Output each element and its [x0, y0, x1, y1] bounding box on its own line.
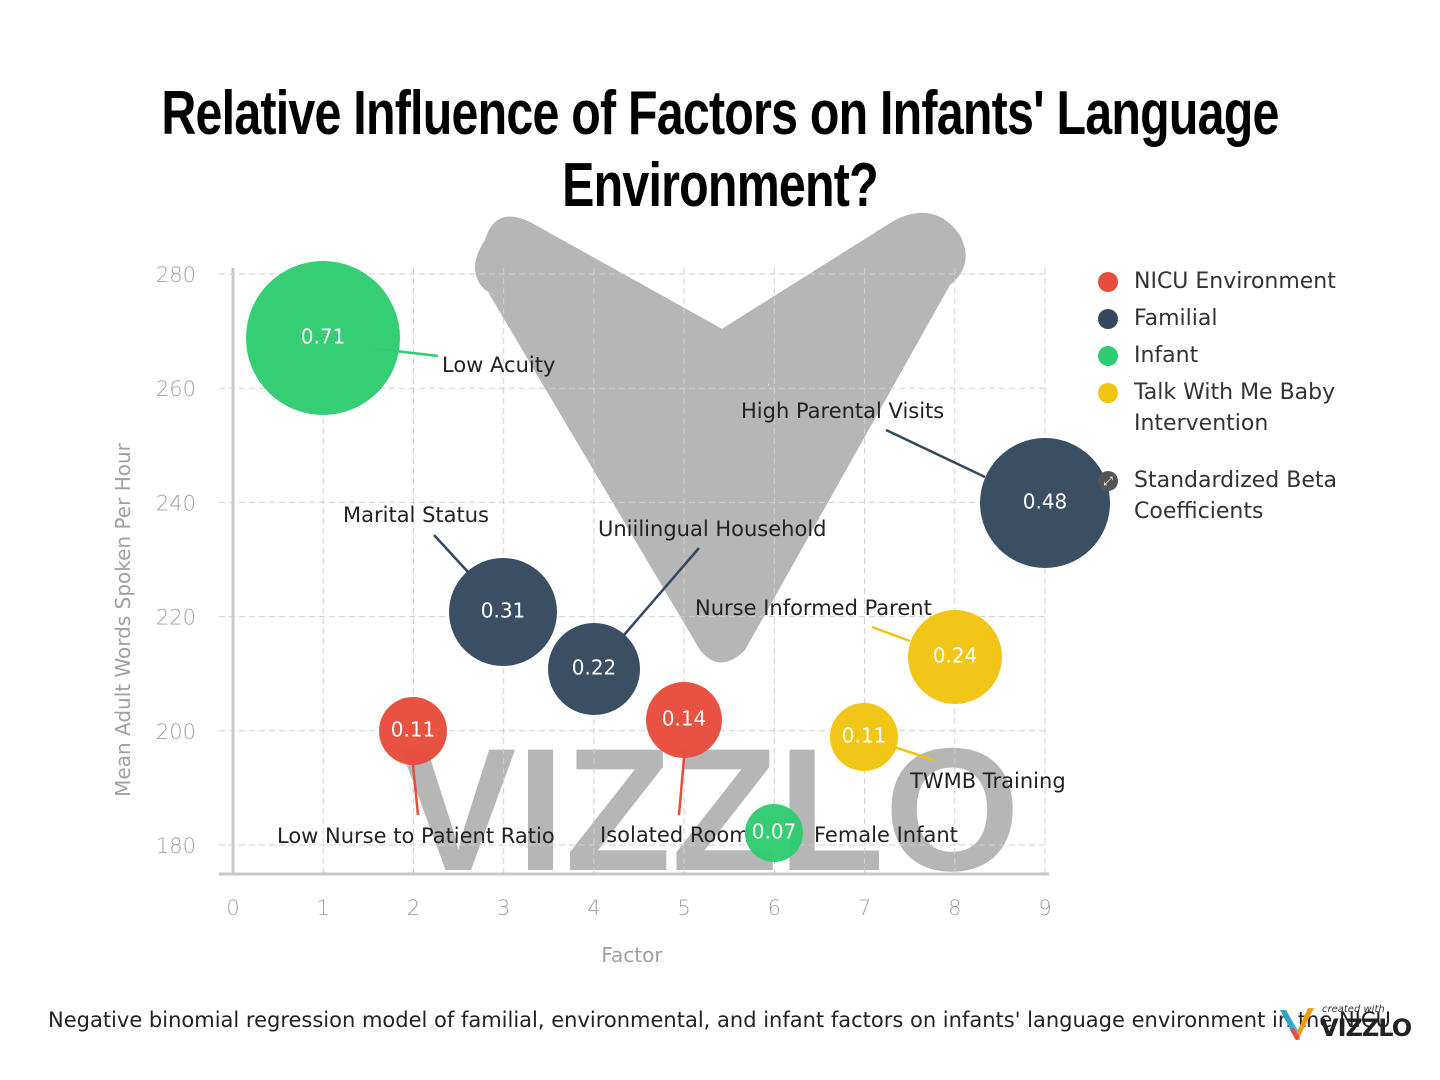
callout-line — [871, 625, 911, 643]
bubble-value: 0.31 — [481, 599, 526, 623]
bubble-label: Uniilingual Household — [598, 517, 826, 541]
legend-label-nicu: NICU Environment — [1134, 269, 1336, 294]
callout-line — [893, 745, 935, 762]
legend-item-infant[interactable]: Infant — [1096, 340, 1426, 371]
bubble-marital[interactable]: 0.31 Marital Status — [343, 503, 557, 666]
x-axis-label: Factor — [601, 943, 663, 967]
bubble-twmb[interactable]: 0.11 TWMB Training — [830, 703, 1066, 793]
y-tick-label: 260 — [156, 377, 196, 401]
x-tick-label: 6 — [768, 896, 781, 920]
x-tick-label: 8 — [948, 896, 961, 920]
legend-label-infant: Infant — [1134, 343, 1199, 368]
legend-label-twmb: Talk With Me Baby Intervention — [1134, 380, 1336, 436]
bubble-circle[interactable] — [246, 261, 400, 415]
x-tick-label: 2 — [407, 896, 420, 920]
chart-title-line-1: Relative Influence of Factors on Infants… — [161, 79, 1279, 148]
bubble-value: 0.07 — [752, 820, 797, 844]
bubble-unilingual[interactable]: 0.22 Uniilingual Household — [548, 517, 826, 715]
bubble-label: Female Infant — [814, 823, 958, 847]
bubble-isolated[interactable]: 0.14 Isolated Room — [600, 682, 750, 847]
bubble-circle[interactable] — [980, 438, 1110, 568]
bubble-high_parental[interactable]: 0.48 High Parental Visits — [741, 399, 1110, 568]
bubble-value: 0.24 — [933, 644, 978, 668]
bubble-label: TWMB Training — [909, 769, 1066, 793]
bubble-value: 0.22 — [572, 656, 617, 680]
y-axis-ticks: 180 200 220 240 260 280 — [156, 263, 196, 858]
y-tick-label: 220 — [156, 606, 196, 630]
bubble-value: 0.11 — [391, 718, 436, 742]
resize-arrows-icon: ⤢ — [1098, 471, 1118, 491]
x-tick-label: 9 — [1038, 896, 1051, 920]
chart-title-line-2: Environment? — [562, 151, 879, 220]
callout-line — [433, 534, 469, 573]
chart-caption: Negative binomial regression model of fa… — [48, 1008, 1391, 1032]
bubble-circle[interactable] — [379, 697, 447, 765]
legend-dot-familial — [1098, 309, 1118, 329]
legend-dot-nicu — [1098, 272, 1118, 292]
callout-line — [885, 428, 986, 479]
callout-line — [623, 547, 700, 636]
x-tick-label: 3 — [497, 896, 510, 920]
bubble-female[interactable]: 0.07 Female Infant — [745, 804, 958, 862]
bubble-value: 0.14 — [662, 707, 707, 731]
bubble-label: Isolated Room — [600, 823, 750, 847]
callout-line — [411, 764, 420, 816]
callout-line — [677, 757, 686, 816]
legend-label-size: Standardized Beta Coefficients — [1134, 468, 1337, 524]
legend: NICU Environment Familial Infant Talk Wi… — [1096, 266, 1426, 533]
created-with-text: created with — [1322, 1004, 1385, 1015]
bubble-label: High Parental Visits — [741, 399, 944, 423]
legend-dot-infant — [1098, 346, 1118, 366]
legend-item-nicu[interactable]: NICU Environment — [1096, 266, 1426, 297]
y-axis-label: Mean Adult Words Spoken Per Hour — [111, 442, 135, 797]
x-tick-label: 4 — [587, 896, 600, 920]
legend-item-familial[interactable]: Familial — [1096, 303, 1426, 334]
x-tick-label: 7 — [858, 896, 871, 920]
bubble-low_acuity[interactable]: 0.71 Low Acuity — [246, 261, 555, 415]
legend-label-familial: Familial — [1134, 306, 1218, 331]
bubble-low_nurse[interactable]: 0.11 Low Nurse to Patient Ratio — [277, 697, 555, 848]
bubble-value: 0.48 — [1023, 490, 1068, 514]
bubble-label: Low Nurse to Patient Ratio — [277, 824, 555, 848]
x-axis-ticks: 0 1 2 3 4 5 6 7 8 9 — [226, 896, 1051, 920]
vizzlo-logo-icon — [1280, 1008, 1314, 1040]
legend-item-size: ⤢ Standardized Beta Coefficients — [1096, 465, 1426, 527]
bubble-circle[interactable] — [908, 610, 1002, 704]
y-tick-label: 180 — [156, 834, 196, 858]
x-tick-label: 0 — [226, 896, 239, 920]
legend-item-twmb[interactable]: Talk With Me Baby Intervention — [1096, 377, 1426, 439]
bubble-value: 0.11 — [842, 724, 887, 748]
vizzlo-branding[interactable]: created with VIZZLO — [1276, 1004, 1426, 1044]
x-tick-label: 5 — [677, 896, 690, 920]
bubble-circle[interactable] — [745, 804, 803, 862]
bubble-circle[interactable] — [646, 682, 722, 758]
vizzlo-brand-text: VIZZLO — [1320, 1014, 1412, 1042]
grid — [219, 268, 1049, 874]
y-tick-label: 240 — [156, 491, 196, 515]
bubble-label: Low Acuity — [442, 353, 555, 377]
bubble-value: 0.71 — [301, 325, 346, 349]
bubble-label: Nurse Informed Parent — [695, 596, 932, 620]
x-tick-label: 1 — [317, 896, 330, 920]
bubble-circle[interactable] — [449, 558, 557, 666]
bubble-circle[interactable] — [830, 703, 898, 771]
y-tick-label: 280 — [156, 263, 196, 287]
bubble-label: Marital Status — [343, 503, 489, 527]
chart-title: Relative Influence of Factors on Infants… — [158, 78, 1281, 222]
y-tick-label: 200 — [156, 720, 196, 744]
bubble-circle[interactable] — [548, 623, 640, 715]
legend-dot-twmb — [1098, 383, 1118, 403]
